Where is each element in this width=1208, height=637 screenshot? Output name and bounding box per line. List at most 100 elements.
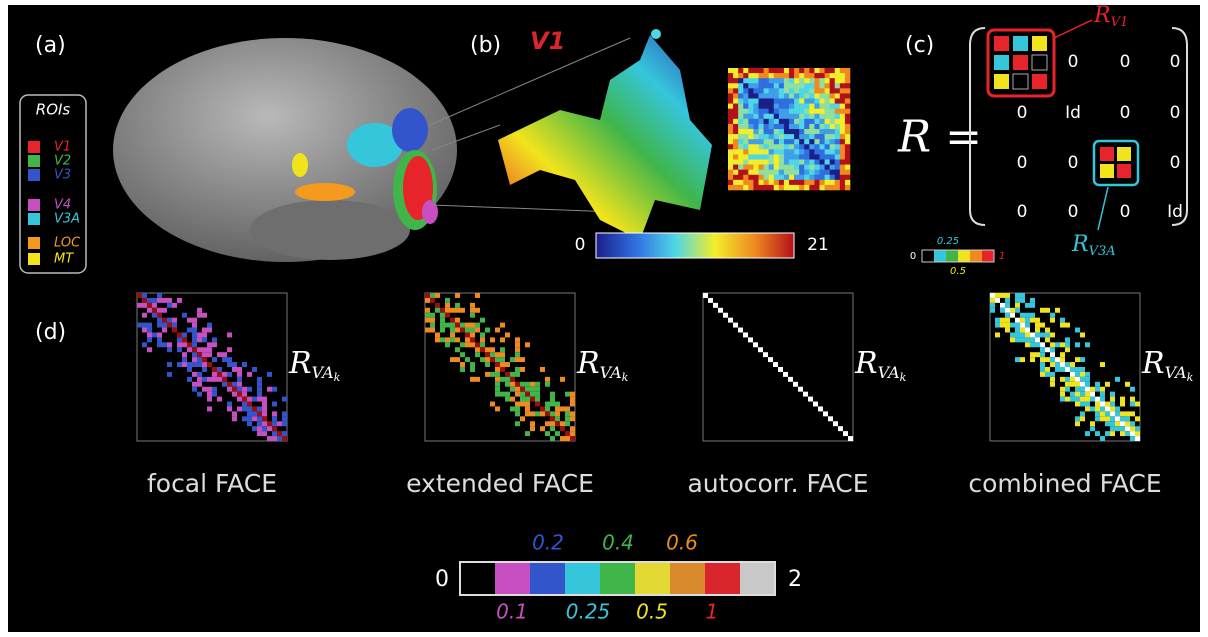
matrix-cell	[470, 376, 475, 382]
matrix-cell	[768, 78, 775, 84]
matrix-cell	[778, 159, 785, 165]
matrix-cell	[783, 144, 790, 150]
matrix-cell	[212, 391, 217, 397]
matrix-cell	[839, 149, 846, 155]
matrix-cell	[834, 159, 841, 165]
matrix-entry: 0	[1068, 202, 1079, 222]
matrix-cell	[515, 401, 520, 407]
panel-label: (d)	[35, 320, 66, 345]
matrix-cell	[460, 322, 465, 328]
matrix-cell	[207, 406, 212, 412]
matrix-cell	[192, 371, 197, 377]
matrix-cell	[202, 352, 207, 358]
matrix-cell	[753, 68, 759, 74]
matrix-cell	[1010, 337, 1015, 343]
matrix-cell	[733, 134, 739, 140]
matrix-cell	[440, 307, 445, 313]
matrix-cell	[222, 381, 227, 387]
matrix-cell	[157, 307, 162, 313]
matrix-cell	[1120, 401, 1125, 407]
matrix-cell	[187, 342, 192, 348]
legend-title: ROIs	[36, 101, 71, 119]
matrix-cell	[738, 154, 744, 160]
matrix-cell	[445, 342, 450, 348]
matrix-cell	[197, 357, 202, 363]
matrix-cell	[460, 342, 465, 348]
matrix-cell	[520, 396, 525, 402]
matrix-cell	[1075, 371, 1080, 377]
matrix-cell	[182, 332, 187, 338]
matrix-cell	[425, 293, 430, 298]
matrix-cell	[182, 352, 187, 358]
matrix-cell	[794, 184, 800, 191]
matrix-cell	[470, 302, 475, 308]
matrix-cell	[838, 426, 843, 432]
surface-marker	[651, 29, 661, 39]
matrix-cell	[262, 401, 267, 407]
matrix-cell	[500, 367, 505, 372]
matrix-cell	[162, 307, 167, 313]
colorbar-segment	[922, 250, 934, 262]
matrix-cell	[282, 396, 287, 402]
matrix-cell	[1100, 416, 1105, 422]
matrix-cell	[167, 347, 172, 353]
matrix-cell	[738, 113, 744, 120]
matrix-cell	[829, 93, 836, 99]
matrix-cell	[152, 297, 157, 303]
matrix-cell	[1065, 347, 1070, 353]
matrix-cell	[829, 98, 836, 104]
matrix-cell	[167, 362, 172, 367]
matrix-cell	[500, 337, 505, 343]
matrix-cell	[197, 332, 202, 338]
matrix-cell	[207, 391, 212, 397]
matrix-cell	[515, 342, 520, 348]
matrix-cell	[783, 129, 790, 135]
colorbar-label: 1	[999, 251, 1005, 262]
matrix-cell	[839, 73, 846, 79]
matrix-cell	[545, 431, 550, 437]
matrix-cell	[809, 83, 815, 89]
matrix-cell	[1105, 411, 1110, 417]
matrix-cell	[147, 307, 152, 313]
matrix-cell	[758, 169, 764, 176]
matrix-cell	[570, 436, 575, 441]
matrix-cell	[505, 332, 510, 338]
matrix-cell	[1115, 426, 1120, 432]
matrix-cell	[783, 139, 790, 145]
correlation-matrix	[728, 68, 851, 191]
matrix-cell	[470, 327, 475, 333]
matrix-cell	[1080, 332, 1085, 338]
matrix-cell	[778, 149, 785, 155]
matrix-cell	[778, 179, 785, 186]
matrix-entry: 0	[1120, 202, 1131, 222]
matrix-cell	[829, 139, 836, 145]
matrix-cell	[748, 179, 754, 186]
block-label: RV1	[1093, 3, 1128, 30]
matrix-cell	[829, 78, 836, 84]
matrix-cell	[247, 421, 252, 427]
matrix-cell	[202, 347, 207, 353]
matrix-cell	[510, 371, 515, 377]
matrix-cell	[809, 184, 815, 191]
matrix-cell	[763, 134, 769, 140]
matrix-cell	[728, 129, 734, 135]
matrix-cell	[1050, 342, 1055, 348]
matrix-cell	[753, 129, 759, 135]
matrix-cell	[1070, 381, 1075, 387]
matrix-cell	[500, 376, 505, 382]
matrix-cell	[773, 134, 780, 140]
matrix-cell	[500, 362, 505, 367]
matrix-cell	[748, 88, 754, 94]
colorbar-segment	[982, 250, 994, 262]
matrix-cell	[713, 302, 718, 308]
matrix-cell	[799, 73, 805, 79]
matrix-cell	[1025, 327, 1030, 333]
matrix-cell	[1055, 367, 1060, 372]
matrix-cell	[743, 164, 749, 170]
matrix-cell	[789, 103, 795, 109]
matrix-cell	[809, 108, 815, 115]
matrix-cell	[242, 401, 247, 407]
matrix-cell	[804, 144, 810, 150]
matrix-cell	[465, 357, 470, 363]
matrix-cell	[1100, 396, 1105, 402]
